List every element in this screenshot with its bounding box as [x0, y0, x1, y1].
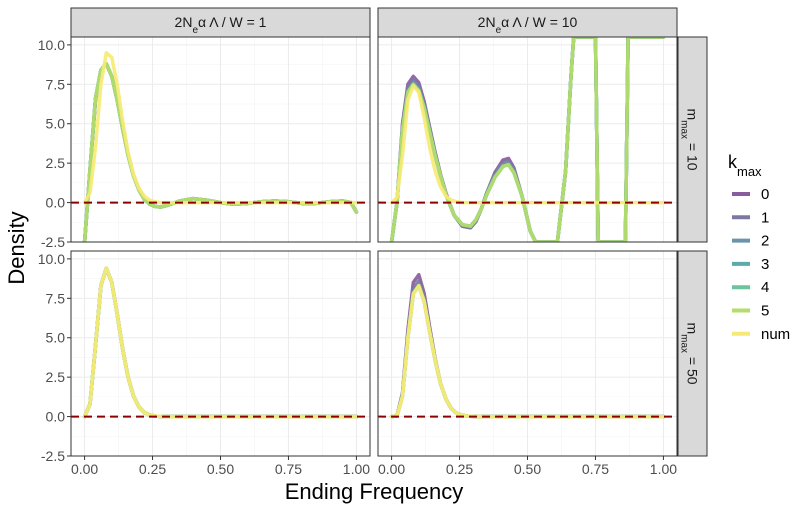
panel-r1-c0: -2.5 0.0 2.5 5.0 7.5 10.0 0.00 0.25 0.50 0.75 1.00 — [38, 250, 371, 477]
series-lines — [389, 37, 666, 242]
x-axis-title: Ending Frequency — [285, 479, 464, 504]
legend-label-kmax-4: 4 — [761, 279, 769, 296]
y-tick-label: 10.0 — [38, 37, 65, 53]
legend-label-kmax-2: 2 — [761, 233, 769, 250]
x-tick-label: 0.25 — [139, 461, 166, 477]
panel-r0-c0: -2.5 0.0 2.5 5.0 7.5 10.0 — [38, 36, 371, 250]
x-tick-label: 0.00 — [71, 461, 98, 477]
col-strip-0 — [70, 7, 371, 38]
col-strip-label-0: 2Neα Λ / W = 1 — [175, 14, 267, 36]
legend: kmax 0 1 2 3 4 5 num — [728, 152, 790, 343]
legend-label-kmax-1: 1 — [761, 209, 769, 226]
col-strip-1 — [377, 7, 678, 38]
y-tick-label: -2.5 — [41, 234, 65, 250]
row-strip-label-0: mmax = 10 — [679, 108, 701, 170]
series-line-kmax-5 — [389, 37, 666, 242]
y-axis-title: Density — [4, 211, 29, 284]
x-tick-label: 1.00 — [343, 461, 370, 477]
series-line-kmax-num — [389, 84, 666, 205]
x-tick-label: 0.75 — [582, 461, 609, 477]
y-tick-label: 2.5 — [46, 155, 66, 171]
y-tick-label: 2.5 — [46, 369, 66, 385]
row-strip-1 — [677, 250, 708, 457]
legend-label-kmax-0: 0 — [761, 186, 769, 203]
panel-border — [70, 36, 371, 243]
x-tick-label: 0.00 — [378, 461, 405, 477]
legend-label-kmax-num: num — [761, 326, 790, 343]
series-line-kmax-num — [82, 266, 359, 419]
row-strip-label-1: mmax = 50 — [679, 322, 701, 384]
legend-label-kmax-3: 3 — [761, 256, 769, 273]
y-tick-label: 5.0 — [46, 330, 66, 346]
y-tick-label: 0.0 — [46, 409, 66, 425]
y-tick-label: 5.0 — [46, 116, 66, 132]
y-tick-label: 7.5 — [46, 76, 66, 92]
y-tick-label: -2.5 — [41, 448, 65, 464]
series-lines — [389, 272, 666, 419]
row-strip-0 — [677, 36, 708, 243]
x-tick-label: 1.00 — [650, 461, 677, 477]
y-tick-label: 7.5 — [46, 290, 66, 306]
legend-title: kmax — [728, 152, 762, 179]
y-tick-label: 0.0 — [46, 195, 66, 211]
x-tick-label: 0.25 — [446, 461, 473, 477]
panel-r1-c1: 0.00 0.25 0.50 0.75 1.00 — [377, 250, 678, 477]
legend-label-kmax-5: 5 — [761, 303, 769, 320]
series-line-kmax-num — [389, 283, 666, 419]
series-lines — [82, 51, 359, 242]
y-tick-label: 10.0 — [38, 251, 65, 267]
panel-r0-c1 — [377, 36, 678, 243]
facet-panels: 2Neα Λ / W = 1 2Neα Λ / W = 10 mmax = 10 mm… — [38, 7, 708, 477]
x-tick-label: 0.75 — [275, 461, 302, 477]
series-lines — [82, 266, 359, 419]
x-tick-label: 0.50 — [207, 461, 234, 477]
panel-border — [377, 36, 678, 243]
x-tick-label: 0.50 — [514, 461, 541, 477]
col-strip-label-1: 2Neα Λ / W = 10 — [478, 14, 578, 36]
